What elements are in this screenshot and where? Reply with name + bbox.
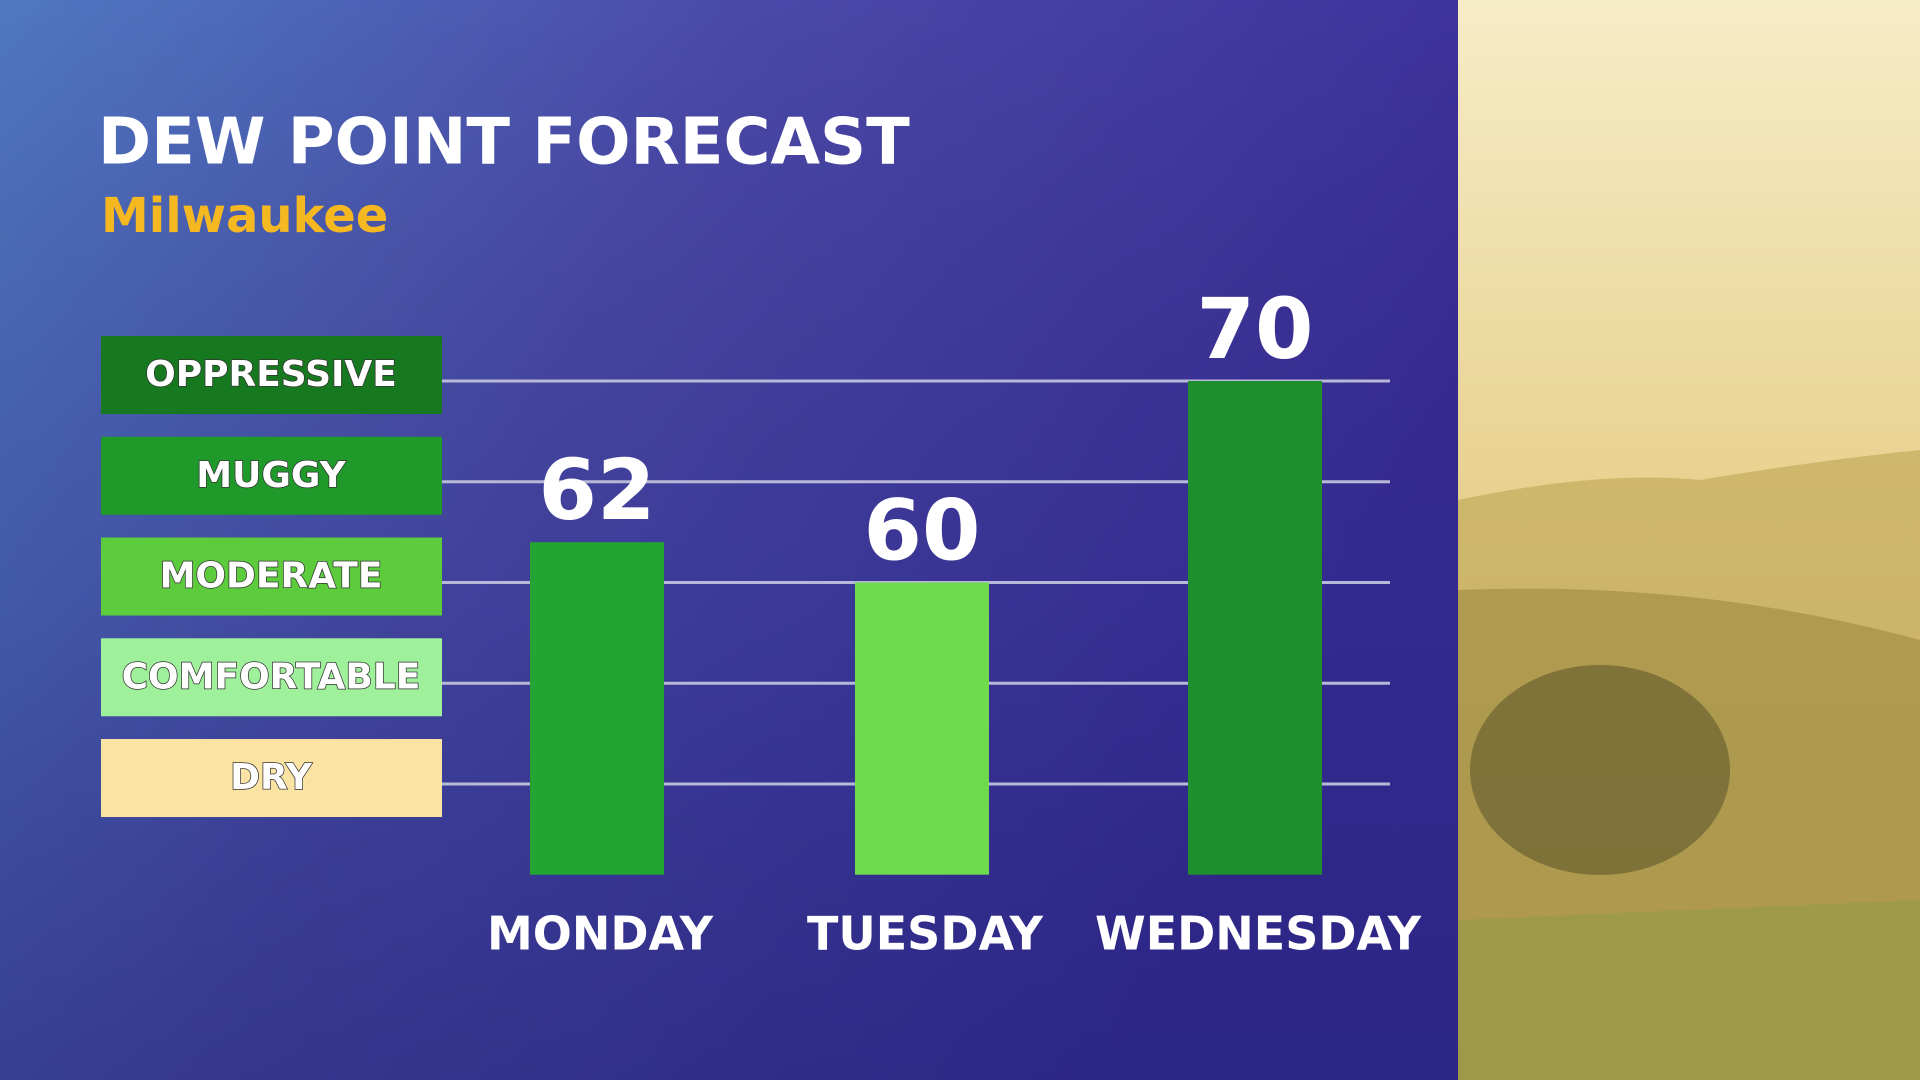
x-tick-label: MONDAY (487, 907, 714, 961)
y-tick-label: MUGGY (196, 455, 346, 496)
y-tick-label: COMFORTABLE (122, 656, 421, 697)
value-label: 60 (864, 481, 981, 579)
bar (1188, 381, 1322, 875)
level-box (101, 336, 442, 415)
chart-subtitle: Milwaukee (101, 188, 388, 244)
level-box (101, 537, 442, 616)
value-label: 62 (539, 441, 656, 539)
photo-background (1458, 0, 1920, 1080)
value-label: 70 (1197, 280, 1314, 378)
y-tick-label: DRY (230, 757, 313, 798)
x-tick-label: WEDNESDAY (1095, 907, 1422, 961)
bar (530, 542, 664, 875)
y-tick-label: MODERATE (160, 556, 383, 597)
level-box (101, 638, 442, 717)
level-box (101, 436, 442, 515)
y-tick-label: OPPRESSIVE (145, 354, 397, 395)
bar (855, 582, 989, 875)
chart-title: DEW POINT FORECAST (98, 106, 910, 180)
x-tick-label: TUESDAY (807, 907, 1044, 961)
level-box (101, 739, 442, 818)
